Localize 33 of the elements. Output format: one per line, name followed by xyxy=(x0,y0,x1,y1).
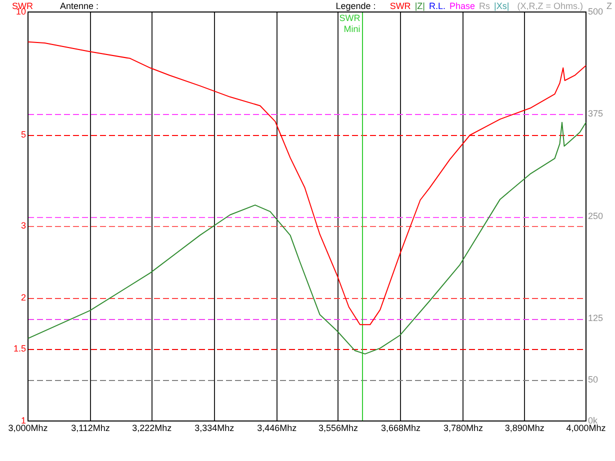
text: Antenne : xyxy=(60,1,99,11)
legend-label: R.L. xyxy=(429,1,446,11)
x-tick-label: 3,000Mhz xyxy=(8,422,48,433)
text: (X,R,Z = Ohms.) xyxy=(517,1,583,11)
y2-tick-label: 50 xyxy=(588,374,598,385)
legend-label: |Xs| xyxy=(494,1,510,11)
x-tick-label: 3,556Mhz xyxy=(318,422,359,433)
x-tick-label: 3,222Mhz xyxy=(132,422,172,433)
y2-axis-title: Z xyxy=(606,1,612,11)
y2-tick-label: 500 xyxy=(588,6,604,16)
x-tick-label: 3,334Mhz xyxy=(194,422,235,433)
y2-tick-label: 125 xyxy=(588,313,604,324)
x-tick-label: 3,780Mhz xyxy=(443,422,484,433)
y2-tick-label: 250 xyxy=(588,210,604,221)
y-tick-label: 1.5 xyxy=(13,343,26,354)
x-tick-label: 3,890Mhz xyxy=(504,422,545,433)
legend-label: Phase xyxy=(450,1,476,11)
y2-tick-label: 375 xyxy=(588,108,604,119)
x-tick-label: 3,112Mhz xyxy=(71,422,110,433)
x-tick-label: 3,446Mhz xyxy=(257,422,298,433)
ref-line-label: SWR Mini xyxy=(339,12,361,34)
text: |Z| xyxy=(414,1,425,11)
y-tick-label: 3 xyxy=(20,220,26,230)
y2-tick-label: 0k xyxy=(588,415,598,426)
x-tick-label: 3,668Mhz xyxy=(380,422,422,433)
y-axis-title: SWR xyxy=(12,1,33,11)
legend-title: Legende : xyxy=(336,1,376,11)
y-tick-label: 5 xyxy=(20,130,26,140)
y-tick-label: 1 xyxy=(20,415,26,426)
text: SWR xyxy=(390,1,411,11)
y-tick-label: 2 xyxy=(20,292,26,302)
x-tick-label: 4,000Mhz xyxy=(566,422,606,433)
legend-label: Rs xyxy=(479,1,490,11)
